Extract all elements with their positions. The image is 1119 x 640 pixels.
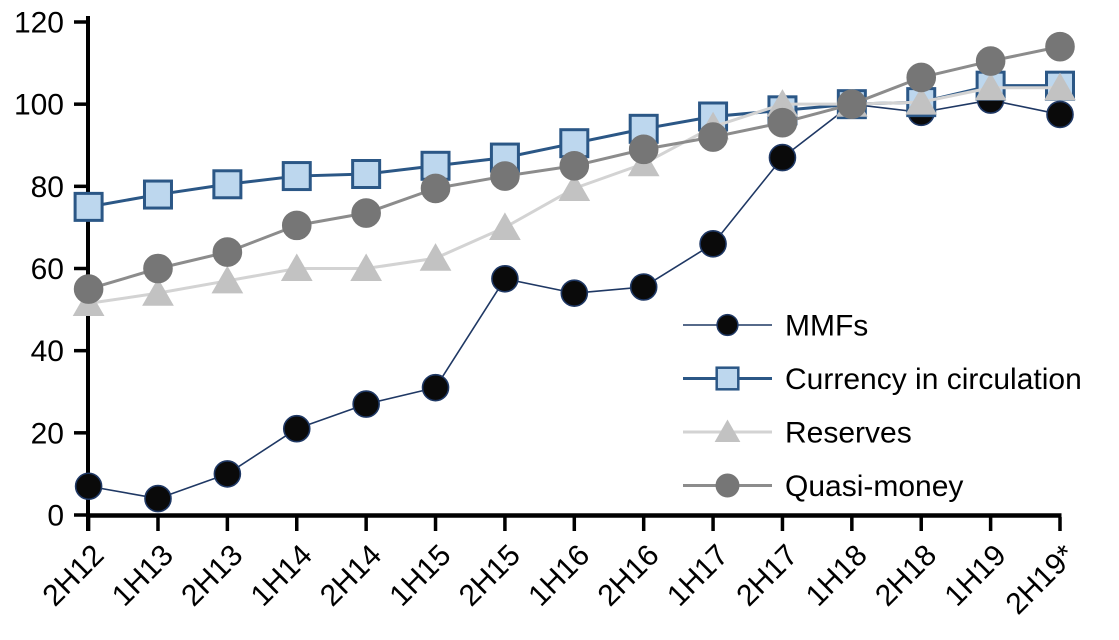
marker-currency-in-circulation xyxy=(351,159,382,190)
x-axis-label: 2H14 xyxy=(314,539,388,613)
legend-item-currency-in-circulation: Currency in circulation xyxy=(683,363,1082,396)
y-axis-label: 80 xyxy=(31,171,64,204)
marker-currency-in-circulation xyxy=(73,191,104,222)
series-mmfs xyxy=(74,86,1074,513)
y-axis-label: 120 xyxy=(14,7,64,40)
x-axis-label: 1H18 xyxy=(800,539,874,613)
marker-mmfs xyxy=(352,390,380,418)
marker-quasi-money xyxy=(628,134,659,165)
marker-mmfs xyxy=(560,279,589,307)
marker-quasi-money xyxy=(559,150,590,181)
marker-mmfs xyxy=(74,472,103,501)
y-axis-label: 60 xyxy=(31,253,64,286)
marker-mmfs xyxy=(1046,100,1074,129)
series-reserves xyxy=(72,72,1076,316)
marker-reserves xyxy=(211,265,244,294)
x-axis-label: 2H18 xyxy=(869,539,943,613)
marker-quasi-money xyxy=(73,274,104,304)
marker-reserves xyxy=(558,173,591,201)
marker-reserves xyxy=(419,243,452,271)
x-axis-label: 1H17 xyxy=(661,539,735,613)
legend-marker-reserves xyxy=(714,419,741,442)
marker-quasi-money xyxy=(698,122,728,152)
marker-quasi-money xyxy=(281,210,312,241)
marker-reserves xyxy=(974,72,1007,101)
marker-mmfs xyxy=(699,230,727,258)
y-axis-label: 100 xyxy=(14,89,64,122)
y-axis-label: 40 xyxy=(31,335,64,368)
legend-marker-currency-in-circulation xyxy=(715,366,740,391)
x-axis-label: 2H16 xyxy=(592,539,666,613)
x-axis-label: 1H19 xyxy=(939,539,1013,613)
legend-item-reserves: Reserves xyxy=(683,417,912,450)
x-axis-label: 1H13 xyxy=(106,539,180,613)
legend: MMFs Currency in circulation Reserves Quasi… xyxy=(683,310,1082,503)
x-axis-label: 2H19* xyxy=(1000,538,1083,621)
marker-quasi-money xyxy=(420,173,451,204)
marker-mmfs xyxy=(768,143,797,172)
x-axis-label: 1H14 xyxy=(245,539,319,613)
legend-marker-mmfs xyxy=(716,313,739,337)
marker-quasi-money xyxy=(490,161,520,191)
legend-label-quasi-money: Quasi-money xyxy=(785,470,963,503)
marker-reserves xyxy=(350,253,383,282)
y-axis-label: 0 xyxy=(47,500,64,533)
marker-quasi-money xyxy=(1045,31,1075,62)
legend-marker-quasi-money xyxy=(715,473,740,498)
x-axis-label: 2H15 xyxy=(453,539,527,613)
series-quasi-money xyxy=(73,31,1075,304)
legend-label-reserves: Reserves xyxy=(785,417,912,450)
marker-reserves xyxy=(142,278,174,306)
marker-mmfs xyxy=(421,373,450,402)
legend-label-mmfs: MMFs xyxy=(785,310,868,343)
marker-quasi-money xyxy=(906,62,937,93)
marker-currency-in-circulation xyxy=(212,169,243,200)
legend-item-quasi-money: Quasi-money xyxy=(683,470,963,503)
x-axis-label: 2H12 xyxy=(37,539,111,613)
x-axis-label: 2H17 xyxy=(730,539,804,613)
marker-quasi-money xyxy=(212,237,243,267)
marker-mmfs xyxy=(491,264,519,293)
marker-currency-in-circulation xyxy=(142,179,173,210)
marker-mmfs xyxy=(629,273,658,301)
marker-mmfs xyxy=(282,414,311,443)
marker-quasi-money xyxy=(837,89,867,119)
marker-quasi-money xyxy=(351,198,381,228)
legend-item-mmfs: MMFs xyxy=(683,310,868,343)
x-axis-label: 1H15 xyxy=(383,539,457,613)
marker-reserves xyxy=(489,212,521,240)
marker-quasi-money xyxy=(767,107,798,138)
x-axis-label: 1H16 xyxy=(522,539,596,613)
marker-mmfs xyxy=(144,484,172,513)
y-axis-label: 20 xyxy=(31,417,64,450)
marker-reserves xyxy=(905,87,938,115)
marker-mmfs xyxy=(213,460,242,488)
legend-label-currency-in-circulation: Currency in circulation xyxy=(785,363,1082,396)
marker-reserves xyxy=(280,253,313,282)
marker-quasi-money xyxy=(143,253,173,284)
marker-quasi-money xyxy=(975,46,1006,76)
x-axis-label: 2H13 xyxy=(175,539,249,613)
marker-reserves xyxy=(1044,72,1076,101)
marker-currency-in-circulation xyxy=(281,161,312,192)
